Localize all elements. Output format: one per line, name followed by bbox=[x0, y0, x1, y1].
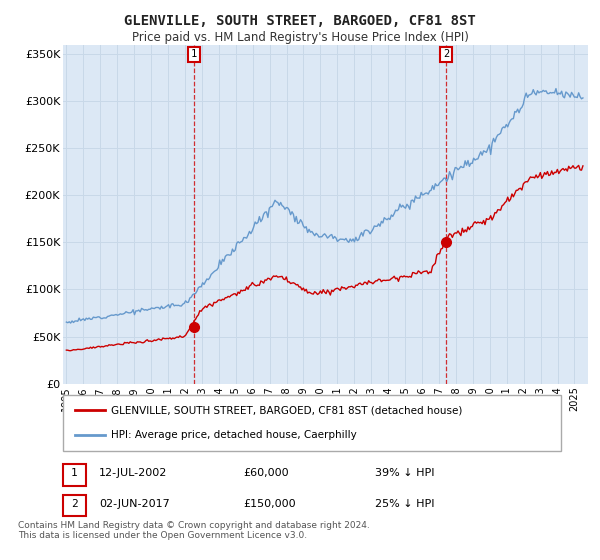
Text: Price paid vs. HM Land Registry's House Price Index (HPI): Price paid vs. HM Land Registry's House … bbox=[131, 31, 469, 44]
Text: 2: 2 bbox=[71, 499, 78, 509]
Text: £150,000: £150,000 bbox=[243, 499, 296, 509]
Text: GLENVILLE, SOUTH STREET, BARGOED, CF81 8ST (detached house): GLENVILLE, SOUTH STREET, BARGOED, CF81 8… bbox=[111, 405, 463, 416]
Text: HPI: Average price, detached house, Caerphilly: HPI: Average price, detached house, Caer… bbox=[111, 430, 357, 440]
Text: 1: 1 bbox=[191, 49, 197, 59]
Text: 02-JUN-2017: 02-JUN-2017 bbox=[99, 499, 170, 509]
Text: £60,000: £60,000 bbox=[243, 468, 289, 478]
Text: 1: 1 bbox=[71, 468, 78, 478]
Text: 12-JUL-2002: 12-JUL-2002 bbox=[99, 468, 167, 478]
Text: Contains HM Land Registry data © Crown copyright and database right 2024.
This d: Contains HM Land Registry data © Crown c… bbox=[18, 521, 370, 540]
Text: GLENVILLE, SOUTH STREET, BARGOED, CF81 8ST: GLENVILLE, SOUTH STREET, BARGOED, CF81 8… bbox=[124, 14, 476, 28]
Text: 2: 2 bbox=[443, 49, 449, 59]
Text: 39% ↓ HPI: 39% ↓ HPI bbox=[375, 468, 434, 478]
Text: 25% ↓ HPI: 25% ↓ HPI bbox=[375, 499, 434, 509]
